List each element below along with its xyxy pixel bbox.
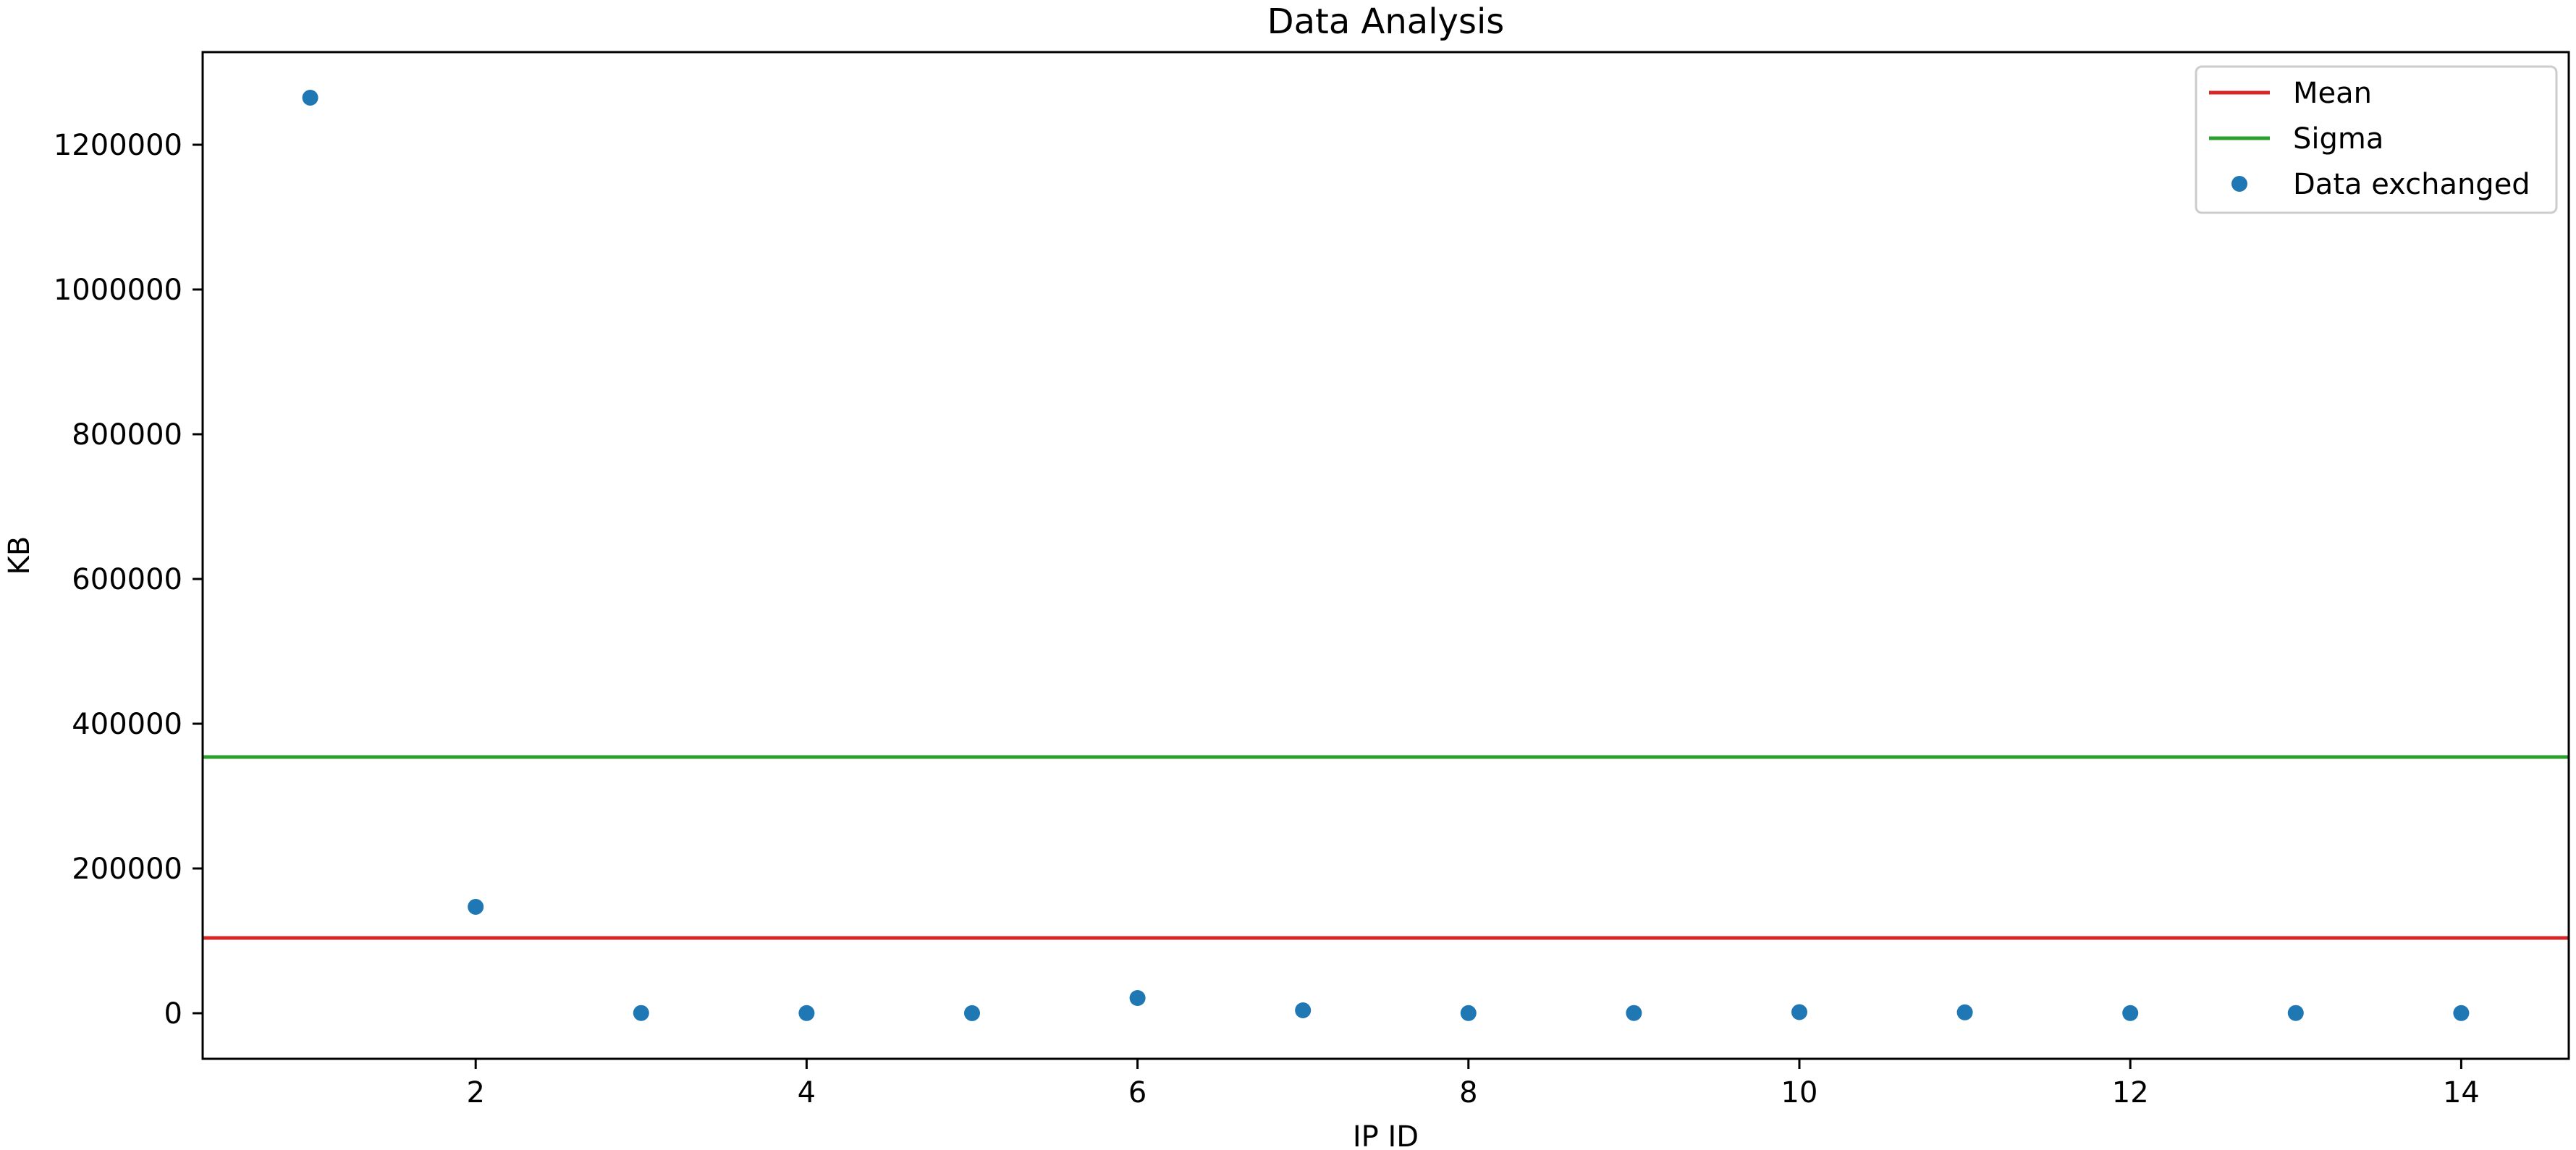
- y-tick-label: 200000: [72, 853, 182, 886]
- data-point: [2287, 1005, 2304, 1021]
- legend: Mean Sigma Data exchanged: [2195, 65, 2558, 214]
- data-point: [1295, 1002, 1312, 1018]
- y-axis-title: KB: [3, 536, 36, 575]
- legend-label-data-exchanged: Data exchanged: [2293, 168, 2530, 201]
- legend-label-mean: Mean: [2293, 77, 2372, 110]
- data-point: [1791, 1004, 1808, 1020]
- legend-swatch-data-exchanged: [2231, 176, 2247, 192]
- y-tick-label: 0: [164, 997, 182, 1031]
- data-point: [963, 1005, 980, 1021]
- y-tick-label: 800000: [72, 418, 182, 452]
- data-point: [2122, 1005, 2139, 1021]
- axes: 2 4 6 8 10 12 14 0 200000 400000 600000 800000 10000…: [54, 51, 2570, 1109]
- legend-box: [2195, 65, 2558, 214]
- x-tick-label: 2: [466, 1076, 484, 1109]
- x-tick-label: 14: [2443, 1076, 2480, 1109]
- legend-label-sigma: Sigma: [2293, 122, 2383, 156]
- y-tick-label: 400000: [72, 708, 182, 741]
- x-tick-label: 12: [2112, 1076, 2149, 1109]
- axes-frame: [201, 51, 2570, 1060]
- data-point: [2453, 1005, 2470, 1021]
- x-tick-label: 6: [1128, 1076, 1146, 1109]
- x-tick-label: 10: [1781, 1076, 1818, 1109]
- x-axis-title: IP ID: [1353, 1120, 1419, 1150]
- data-point: [633, 1005, 649, 1021]
- chart-title: Data Analysis: [1267, 1, 1505, 42]
- data-point: [468, 899, 484, 915]
- data-point: [1460, 1005, 1477, 1021]
- data-point: [1129, 990, 1146, 1006]
- data-point: [798, 1005, 815, 1021]
- plot-area: [203, 90, 2569, 1021]
- data-point: [1956, 1004, 1973, 1020]
- data-point: [302, 90, 318, 106]
- y-tick-label: 1200000: [54, 129, 182, 162]
- y-tick-label: 600000: [72, 563, 182, 596]
- x-tick-label: 4: [798, 1076, 816, 1109]
- x-tick-label: 8: [1459, 1076, 1477, 1109]
- y-tick-label: 1000000: [54, 274, 182, 307]
- data-point: [1626, 1005, 1642, 1021]
